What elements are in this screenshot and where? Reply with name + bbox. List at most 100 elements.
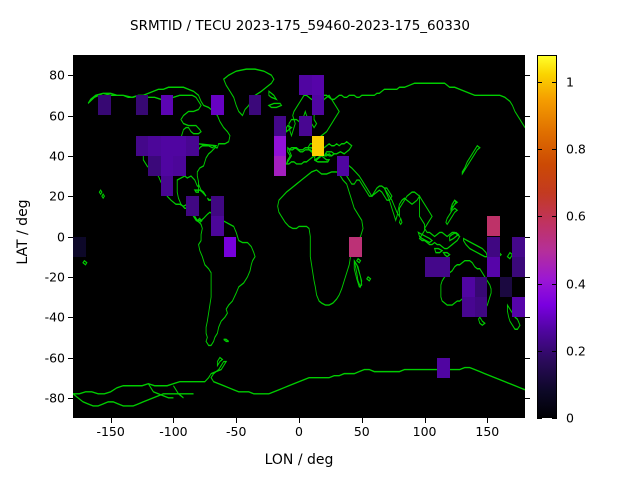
x-tick-mark bbox=[110, 55, 112, 60]
y-tick-mark bbox=[68, 397, 73, 399]
x-tick-mark bbox=[299, 55, 300, 60]
colorbar-tick-mark bbox=[552, 350, 557, 352]
x-tick-mark bbox=[487, 55, 489, 60]
map-axes bbox=[73, 55, 525, 418]
heatmap-cell bbox=[211, 95, 224, 116]
colorbar-tick-mark bbox=[537, 283, 542, 285]
x-tick-mark bbox=[361, 55, 363, 60]
heatmap-cell bbox=[474, 276, 488, 297]
heatmap-cell bbox=[273, 115, 287, 136]
x-tick-mark bbox=[173, 55, 175, 60]
heatmap-cell-layer bbox=[73, 55, 525, 418]
y-tick-label: -40 bbox=[44, 309, 65, 325]
colorbar-tick-mark bbox=[537, 81, 542, 83]
colorbar-tick-mark bbox=[537, 418, 542, 419]
x-tick-mark bbox=[361, 418, 363, 423]
x-tick-mark bbox=[236, 418, 238, 423]
heatmap-cell bbox=[499, 276, 513, 297]
colorbar-tick-label: 0.2 bbox=[566, 343, 586, 359]
y-tick-mark bbox=[68, 317, 73, 319]
x-tick-label: 0 bbox=[295, 424, 303, 439]
heatmap-cell bbox=[311, 95, 325, 116]
x-tick-label: 50 bbox=[353, 424, 370, 439]
x-tick-mark bbox=[487, 418, 489, 423]
heatmap-cell bbox=[299, 75, 312, 96]
colorbar-tick-label: 0 bbox=[566, 410, 574, 426]
x-tick-mark bbox=[173, 418, 175, 423]
x-axis-label: LON / deg bbox=[264, 452, 334, 468]
x-tick-mark bbox=[299, 418, 300, 423]
y-tick-label: 40 bbox=[49, 148, 65, 164]
y-tick-label: 0 bbox=[57, 229, 65, 244]
heatmap-cell bbox=[487, 216, 500, 237]
heatmap-cell bbox=[148, 135, 161, 156]
y-axis-label: LAT / deg bbox=[15, 199, 31, 265]
y-tick-mark bbox=[68, 196, 73, 198]
colorbar-tick-mark bbox=[552, 81, 557, 83]
colorbar-tick-label: 0.6 bbox=[566, 208, 586, 224]
y-tick-mark bbox=[525, 276, 530, 278]
y-tick-label: -60 bbox=[44, 350, 65, 365]
y-tick-label: 20 bbox=[49, 188, 65, 204]
colorbar-tick-mark bbox=[537, 216, 542, 218]
y-tick-mark bbox=[525, 317, 530, 319]
heatmap-cell bbox=[311, 135, 325, 156]
heatmap-cell bbox=[311, 75, 325, 96]
heatmap-cell bbox=[474, 297, 488, 318]
heatmap-cell bbox=[98, 95, 111, 116]
colorbar-tick-mark bbox=[552, 216, 557, 218]
heatmap-cell bbox=[349, 236, 362, 257]
heatmap-cell bbox=[248, 95, 262, 116]
heatmap-cell bbox=[160, 176, 174, 197]
y-tick-label: 80 bbox=[49, 67, 65, 83]
heatmap-cell bbox=[211, 216, 224, 237]
heatmap-cell bbox=[462, 297, 475, 318]
y-tick-label: -80 bbox=[44, 390, 65, 406]
colorbar-tick-mark bbox=[552, 149, 557, 151]
heatmap-cell bbox=[135, 135, 149, 156]
colorbar-tick-mark bbox=[552, 418, 557, 419]
heatmap-cell bbox=[160, 155, 174, 176]
y-tick-mark bbox=[525, 397, 530, 399]
heatmap-cell bbox=[173, 135, 186, 156]
heatmap-cell bbox=[512, 256, 525, 277]
plot-title: SRMTID / TECU 2023-175_59460-2023-175_60… bbox=[130, 18, 470, 34]
x-tick-mark bbox=[424, 418, 426, 423]
y-tick-mark bbox=[68, 276, 73, 278]
heatmap-cell bbox=[512, 297, 525, 318]
heatmap-cell bbox=[273, 135, 287, 156]
y-tick-mark bbox=[68, 357, 73, 359]
heatmap-cell bbox=[512, 236, 525, 257]
heatmap-cell bbox=[299, 115, 312, 136]
heatmap-cell bbox=[437, 256, 450, 277]
heatmap-cell bbox=[223, 236, 237, 257]
y-tick-mark bbox=[525, 357, 530, 359]
colorbar-tick-mark bbox=[537, 149, 542, 151]
x-tick-label: 150 bbox=[475, 424, 500, 439]
y-tick-mark bbox=[525, 155, 530, 157]
heatmap-cell bbox=[487, 236, 500, 257]
y-tick-mark bbox=[525, 75, 530, 77]
heatmap-cell bbox=[173, 155, 186, 176]
x-tick-mark bbox=[424, 55, 426, 60]
heatmap-cell bbox=[186, 196, 199, 217]
y-tick-label: 60 bbox=[49, 108, 65, 123]
heatmap-cell bbox=[160, 135, 174, 156]
y-tick-mark bbox=[68, 115, 73, 117]
x-tick-mark bbox=[236, 55, 238, 60]
y-tick-mark bbox=[68, 236, 73, 238]
heatmap-cell bbox=[273, 155, 287, 176]
x-tick-label: -50 bbox=[226, 424, 247, 439]
heatmap-cell bbox=[148, 155, 161, 176]
heatmap-cell bbox=[336, 155, 350, 176]
heatmap-cell bbox=[462, 276, 475, 297]
y-tick-label: -20 bbox=[44, 269, 65, 285]
colorbar-tick-mark bbox=[552, 283, 557, 285]
heatmap-cell bbox=[424, 256, 438, 277]
colorbar-tick-label: 1 bbox=[566, 74, 574, 90]
colorbar-tick-label: 0.8 bbox=[566, 141, 586, 157]
heatmap-cell bbox=[437, 357, 450, 378]
x-tick-label: -150 bbox=[96, 424, 125, 439]
heatmap-cell bbox=[186, 135, 199, 156]
